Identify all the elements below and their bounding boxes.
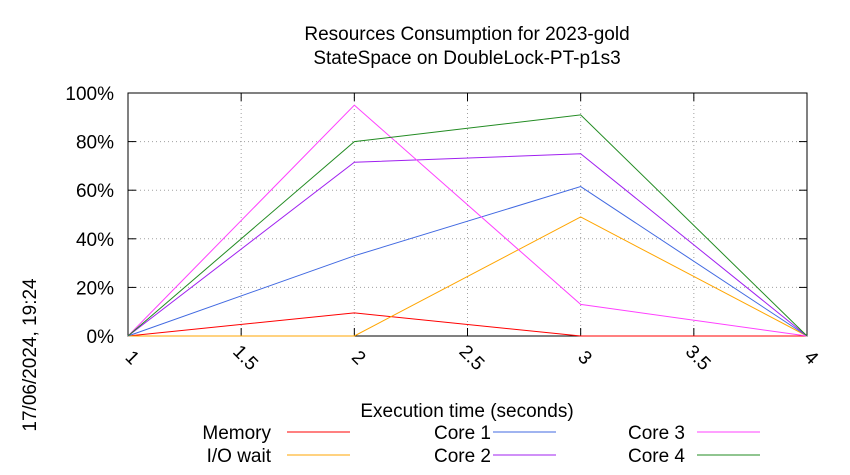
series-line-core-1 (127, 186, 808, 337)
legend-label-core-1: Core 1 (434, 423, 491, 444)
x-tick-label: 2.5 (455, 341, 489, 375)
y-tick-label: 0% (87, 327, 115, 348)
grid (128, 93, 807, 336)
timestamp-label: 17/06/2024, 19:24 (20, 278, 41, 432)
x-tick-label: 2 (347, 347, 369, 369)
legend-label-core-4: Core 4 (628, 446, 685, 467)
series-line-core-4 (127, 114, 808, 337)
y-tick-label: 20% (76, 278, 114, 299)
legend-label-i-o-wait: I/O wait (207, 446, 272, 467)
x-tick-label: 1 (121, 347, 143, 369)
series-line-i-o-wait (128, 216, 808, 337)
legend-label-core-2: Core 2 (434, 446, 491, 467)
plot-border (127, 92, 808, 337)
legend-label-memory: Memory (202, 423, 271, 444)
chart-title-line-1: Resources Consumption for 2023-gold (304, 24, 629, 45)
x-tick-label: 1.5 (228, 341, 262, 375)
series-line-memory (127, 312, 807, 337)
series-lines (127, 104, 808, 337)
x-tick-label: 3 (573, 347, 595, 369)
y-tick-label: 80% (76, 133, 114, 154)
y-tick-label: 100% (65, 84, 114, 105)
x-tick-label: 3.5 (681, 341, 715, 375)
series-line-core-2 (127, 153, 808, 337)
chart-title-line-2: StateSpace on DoubleLock-PT-p1s3 (313, 48, 620, 69)
x-axis-label: Execution time (seconds) (360, 401, 573, 422)
series-line-core-3 (127, 104, 808, 337)
y-tick-label: 40% (76, 230, 114, 251)
y-tick-label: 60% (76, 181, 114, 202)
axes (127, 92, 808, 337)
x-tick-label: 4 (800, 347, 823, 370)
legend-label-core-3: Core 3 (628, 423, 685, 444)
